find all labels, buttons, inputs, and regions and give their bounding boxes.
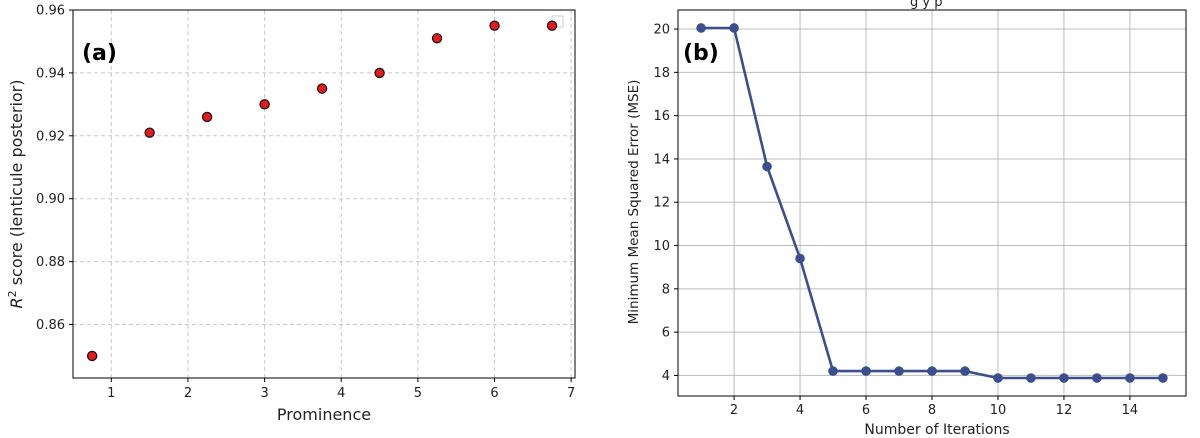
- x-tick-label-b: 8: [928, 403, 936, 418]
- y-tick-label-b: 4: [662, 369, 670, 384]
- line-marker: [1059, 373, 1069, 383]
- line-marker: [861, 366, 871, 376]
- line-marker: [960, 366, 970, 376]
- chart-b: g y p 2 4 6 8 10 12 14 4 6 8 10 12 14 16 18 20 (b) Numb…: [626, 0, 1187, 438]
- y-tick-label-a: 0.86: [36, 318, 65, 333]
- line-marker: [729, 23, 739, 33]
- y-tick-label-b: 6: [662, 326, 670, 341]
- x-tick-label-b: 4: [796, 403, 804, 418]
- line-marker: [828, 366, 838, 376]
- panel-label-b: (b): [683, 41, 719, 66]
- x-tick-label-a: 5: [414, 386, 422, 401]
- grid-b: [678, 10, 1186, 396]
- y-tick-label-b: 14: [653, 152, 670, 167]
- x-tick-label-a: 2: [184, 386, 192, 401]
- x-tick-label-a: 3: [260, 386, 268, 401]
- data-point: [546, 20, 558, 31]
- data-point: [259, 99, 270, 110]
- line-marker: [1158, 373, 1168, 383]
- y-tick-label-b: 20: [653, 23, 670, 38]
- points-a: [86, 20, 558, 362]
- x-axis-label-a: Prominence: [277, 405, 371, 424]
- grid-a: [73, 9, 575, 378]
- series-b: [696, 23, 1168, 383]
- x-tick-label-a: 1: [107, 386, 115, 401]
- y-label-a-rest: score (lenticule posterior): [7, 79, 26, 290]
- y-tick-label-a: 0.94: [36, 66, 65, 81]
- data-point: [489, 20, 500, 31]
- line-marker: [993, 373, 1003, 383]
- y-tick-label-b: 16: [653, 109, 670, 124]
- x-axis-label-b: Number of Iterations: [864, 422, 1009, 438]
- y-tick-label-b: 8: [662, 282, 670, 297]
- x-tick-label-b: 10: [990, 403, 1007, 418]
- chart-a: 1 2 3 4 5 6 7 0.86 0.88 0.90 0.92 0.94 0.96 (a) Prom…: [6, 4, 576, 424]
- x-tick-label-a: 7: [567, 386, 575, 401]
- y-tick-label-b: 12: [653, 196, 670, 211]
- y-tick-label-a: 0.92: [36, 129, 65, 144]
- y-axis-label-b: Minimum Mean Squared Error (MSE): [626, 80, 642, 325]
- panel-label-a: (a): [82, 41, 117, 66]
- x-tick-label-a: 4: [337, 386, 345, 401]
- plot-frame-a: [72, 9, 576, 379]
- x-tick-label-b: 14: [1122, 403, 1139, 418]
- line-marker: [927, 366, 937, 376]
- line-marker: [1125, 373, 1135, 383]
- y-label-a-sup: 2: [6, 290, 19, 297]
- ticks-b: 2 4 6 8 10 12 14 4 6 8 10 12 14 16 18 20: [653, 23, 1138, 418]
- data-point: [374, 67, 385, 79]
- y-tick-label-b: 18: [653, 66, 670, 81]
- y-tick-label-a: 0.96: [36, 4, 65, 19]
- y-tick-label-a: 0.90: [36, 192, 65, 207]
- x-tick-label-b: 2: [730, 403, 738, 418]
- data-point: [431, 33, 443, 44]
- y-label-a-r: R: [7, 297, 26, 308]
- data-point: [144, 127, 155, 138]
- x-tick-label-b: 6: [862, 403, 870, 418]
- y-tick-label-b: 10: [653, 239, 670, 254]
- line-marker: [762, 161, 772, 172]
- data-point: [201, 111, 213, 123]
- title-b-partial: g y p: [910, 0, 942, 10]
- ticks-a: 1 2 3 4 5 6 7 0.86 0.88 0.90 0.92 0.94 0.96: [36, 4, 575, 402]
- line-marker: [894, 366, 904, 376]
- data-point: [86, 350, 98, 362]
- y-axis-label-a: R2 score (lenticule posterior): [6, 79, 27, 308]
- line-marker: [1026, 373, 1036, 383]
- x-tick-label-b: 12: [1056, 403, 1073, 418]
- x-tick-label-a: 6: [490, 386, 498, 401]
- line-marker: [696, 23, 706, 33]
- line-marker: [795, 253, 805, 264]
- line-marker: [1092, 373, 1102, 383]
- data-point: [316, 83, 328, 94]
- y-tick-label-a: 0.88: [36, 255, 65, 270]
